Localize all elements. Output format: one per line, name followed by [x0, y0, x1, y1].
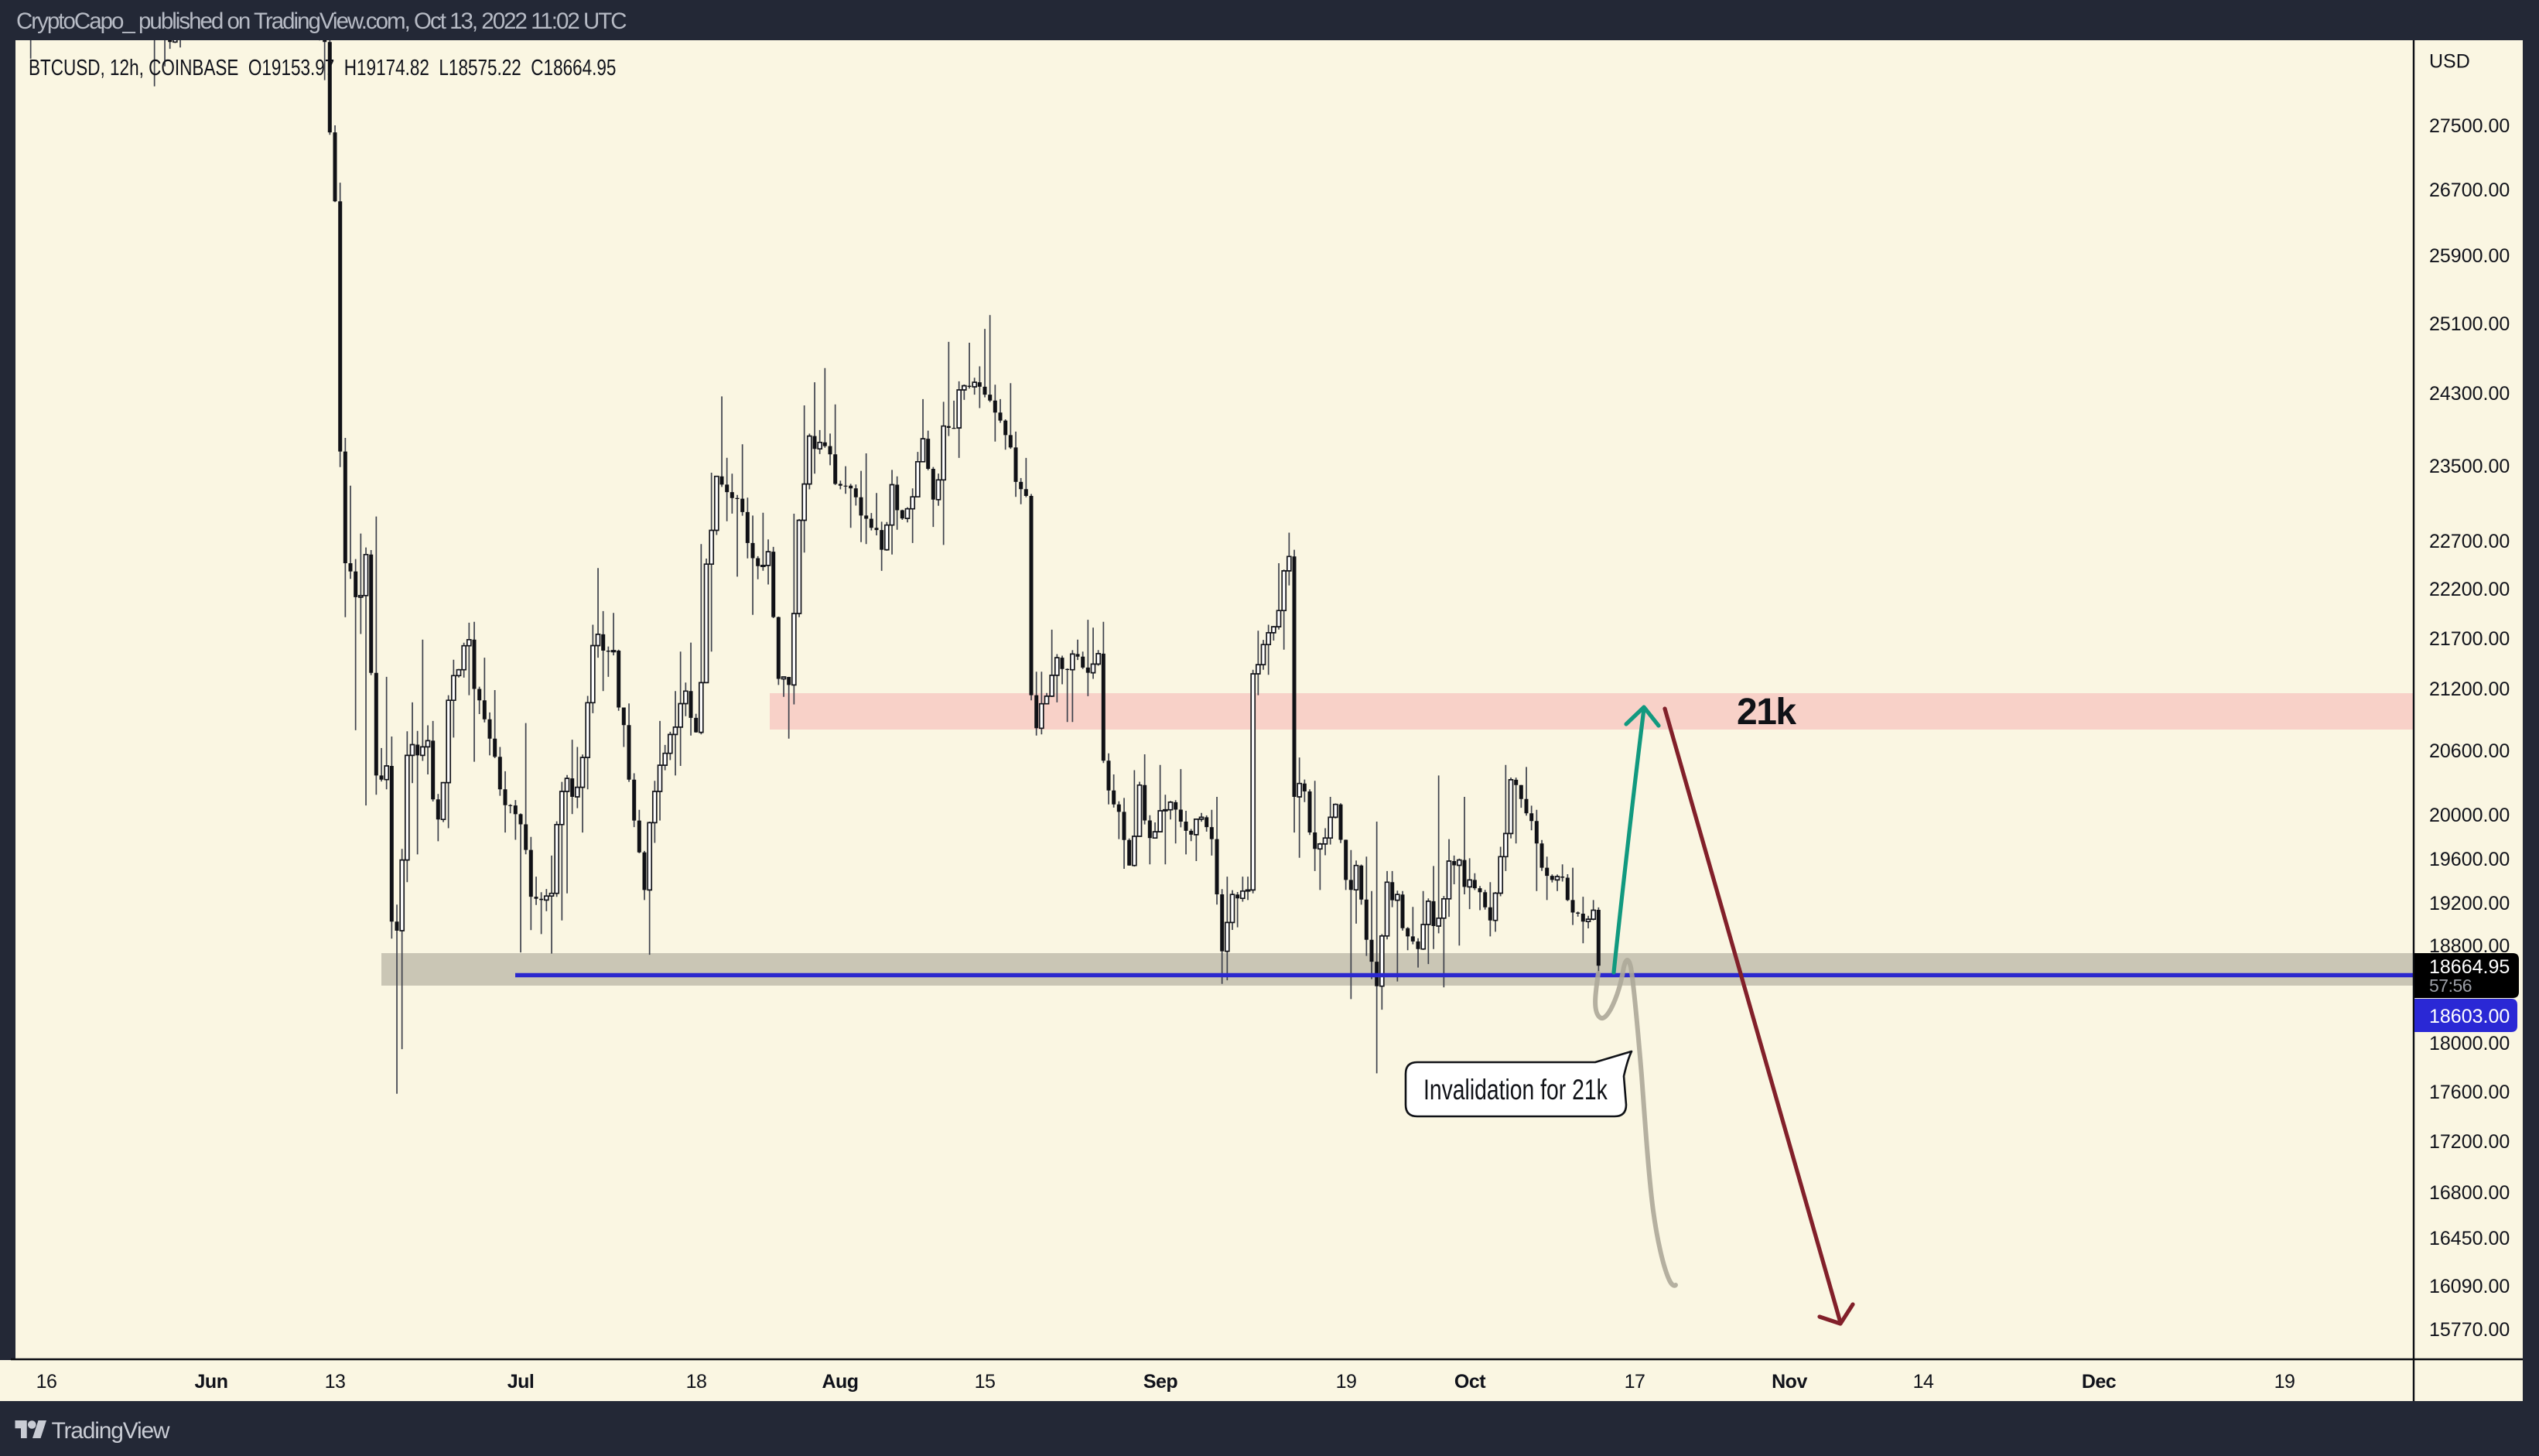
svg-text:17600.00: 17600.00	[2429, 1082, 2510, 1103]
svg-text:22700.00: 22700.00	[2429, 531, 2510, 552]
svg-text:Sep: Sep	[1143, 1371, 1178, 1393]
svg-text:TradingView: TradingView	[52, 1418, 170, 1444]
svg-text:Invalidation for 21k: Invalidation for 21k	[1423, 1073, 1608, 1105]
svg-text:19600.00: 19600.00	[2429, 849, 2510, 870]
svg-text:20600.00: 20600.00	[2429, 740, 2510, 762]
svg-text:57:56: 57:56	[2429, 976, 2472, 996]
svg-text:Jun: Jun	[195, 1371, 228, 1393]
svg-text:24300.00: 24300.00	[2429, 383, 2510, 405]
svg-text:21700.00: 21700.00	[2429, 628, 2510, 650]
svg-text:16450.00: 16450.00	[2429, 1228, 2510, 1249]
svg-text:25100.00: 25100.00	[2429, 313, 2510, 335]
svg-text:BTCUSD, 12h, COINBASE O19153.: BTCUSD, 12h, COINBASE O19153.97 H19174.8…	[29, 56, 616, 80]
svg-text:27500.00: 27500.00	[2429, 115, 2510, 137]
svg-text:18000.00: 18000.00	[2429, 1033, 2510, 1054]
svg-text:13: 13	[325, 1371, 346, 1393]
svg-text:25900.00: 25900.00	[2429, 245, 2510, 267]
svg-text:15: 15	[975, 1371, 996, 1393]
svg-text:18664.95: 18664.95	[2429, 956, 2510, 978]
svg-text:16800.00: 16800.00	[2429, 1182, 2510, 1204]
svg-text:16090.00: 16090.00	[2429, 1276, 2510, 1297]
svg-text:19200.00: 19200.00	[2429, 893, 2510, 914]
svg-text:20000.00: 20000.00	[2429, 805, 2510, 826]
svg-text:22200.00: 22200.00	[2429, 579, 2510, 600]
svg-text:16: 16	[36, 1371, 57, 1393]
svg-text:Nov: Nov	[1772, 1371, 1807, 1393]
svg-text:26700.00: 26700.00	[2429, 179, 2510, 201]
svg-text:23500.00: 23500.00	[2429, 456, 2510, 477]
svg-text:USD: USD	[2429, 51, 2470, 73]
svg-text:18603.00: 18603.00	[2429, 1006, 2510, 1027]
svg-text:Aug: Aug	[822, 1371, 858, 1393]
svg-text:18: 18	[686, 1371, 707, 1393]
svg-text:19: 19	[1336, 1371, 1357, 1393]
svg-text:CryptoCapo_ published on Tradi: CryptoCapo_ published on TradingView.com…	[16, 9, 627, 34]
svg-text:14: 14	[1913, 1371, 1934, 1393]
svg-text:Dec: Dec	[2082, 1371, 2117, 1393]
svg-text:17200.00: 17200.00	[2429, 1131, 2510, 1153]
svg-text:21k: 21k	[1737, 692, 1796, 733]
svg-text:21200.00: 21200.00	[2429, 678, 2510, 700]
svg-text:15770.00: 15770.00	[2429, 1319, 2510, 1341]
svg-text:Oct: Oct	[1454, 1371, 1486, 1393]
svg-text:17: 17	[1625, 1371, 1645, 1393]
svg-text:Jul: Jul	[507, 1371, 535, 1393]
svg-text:19: 19	[2274, 1371, 2295, 1393]
